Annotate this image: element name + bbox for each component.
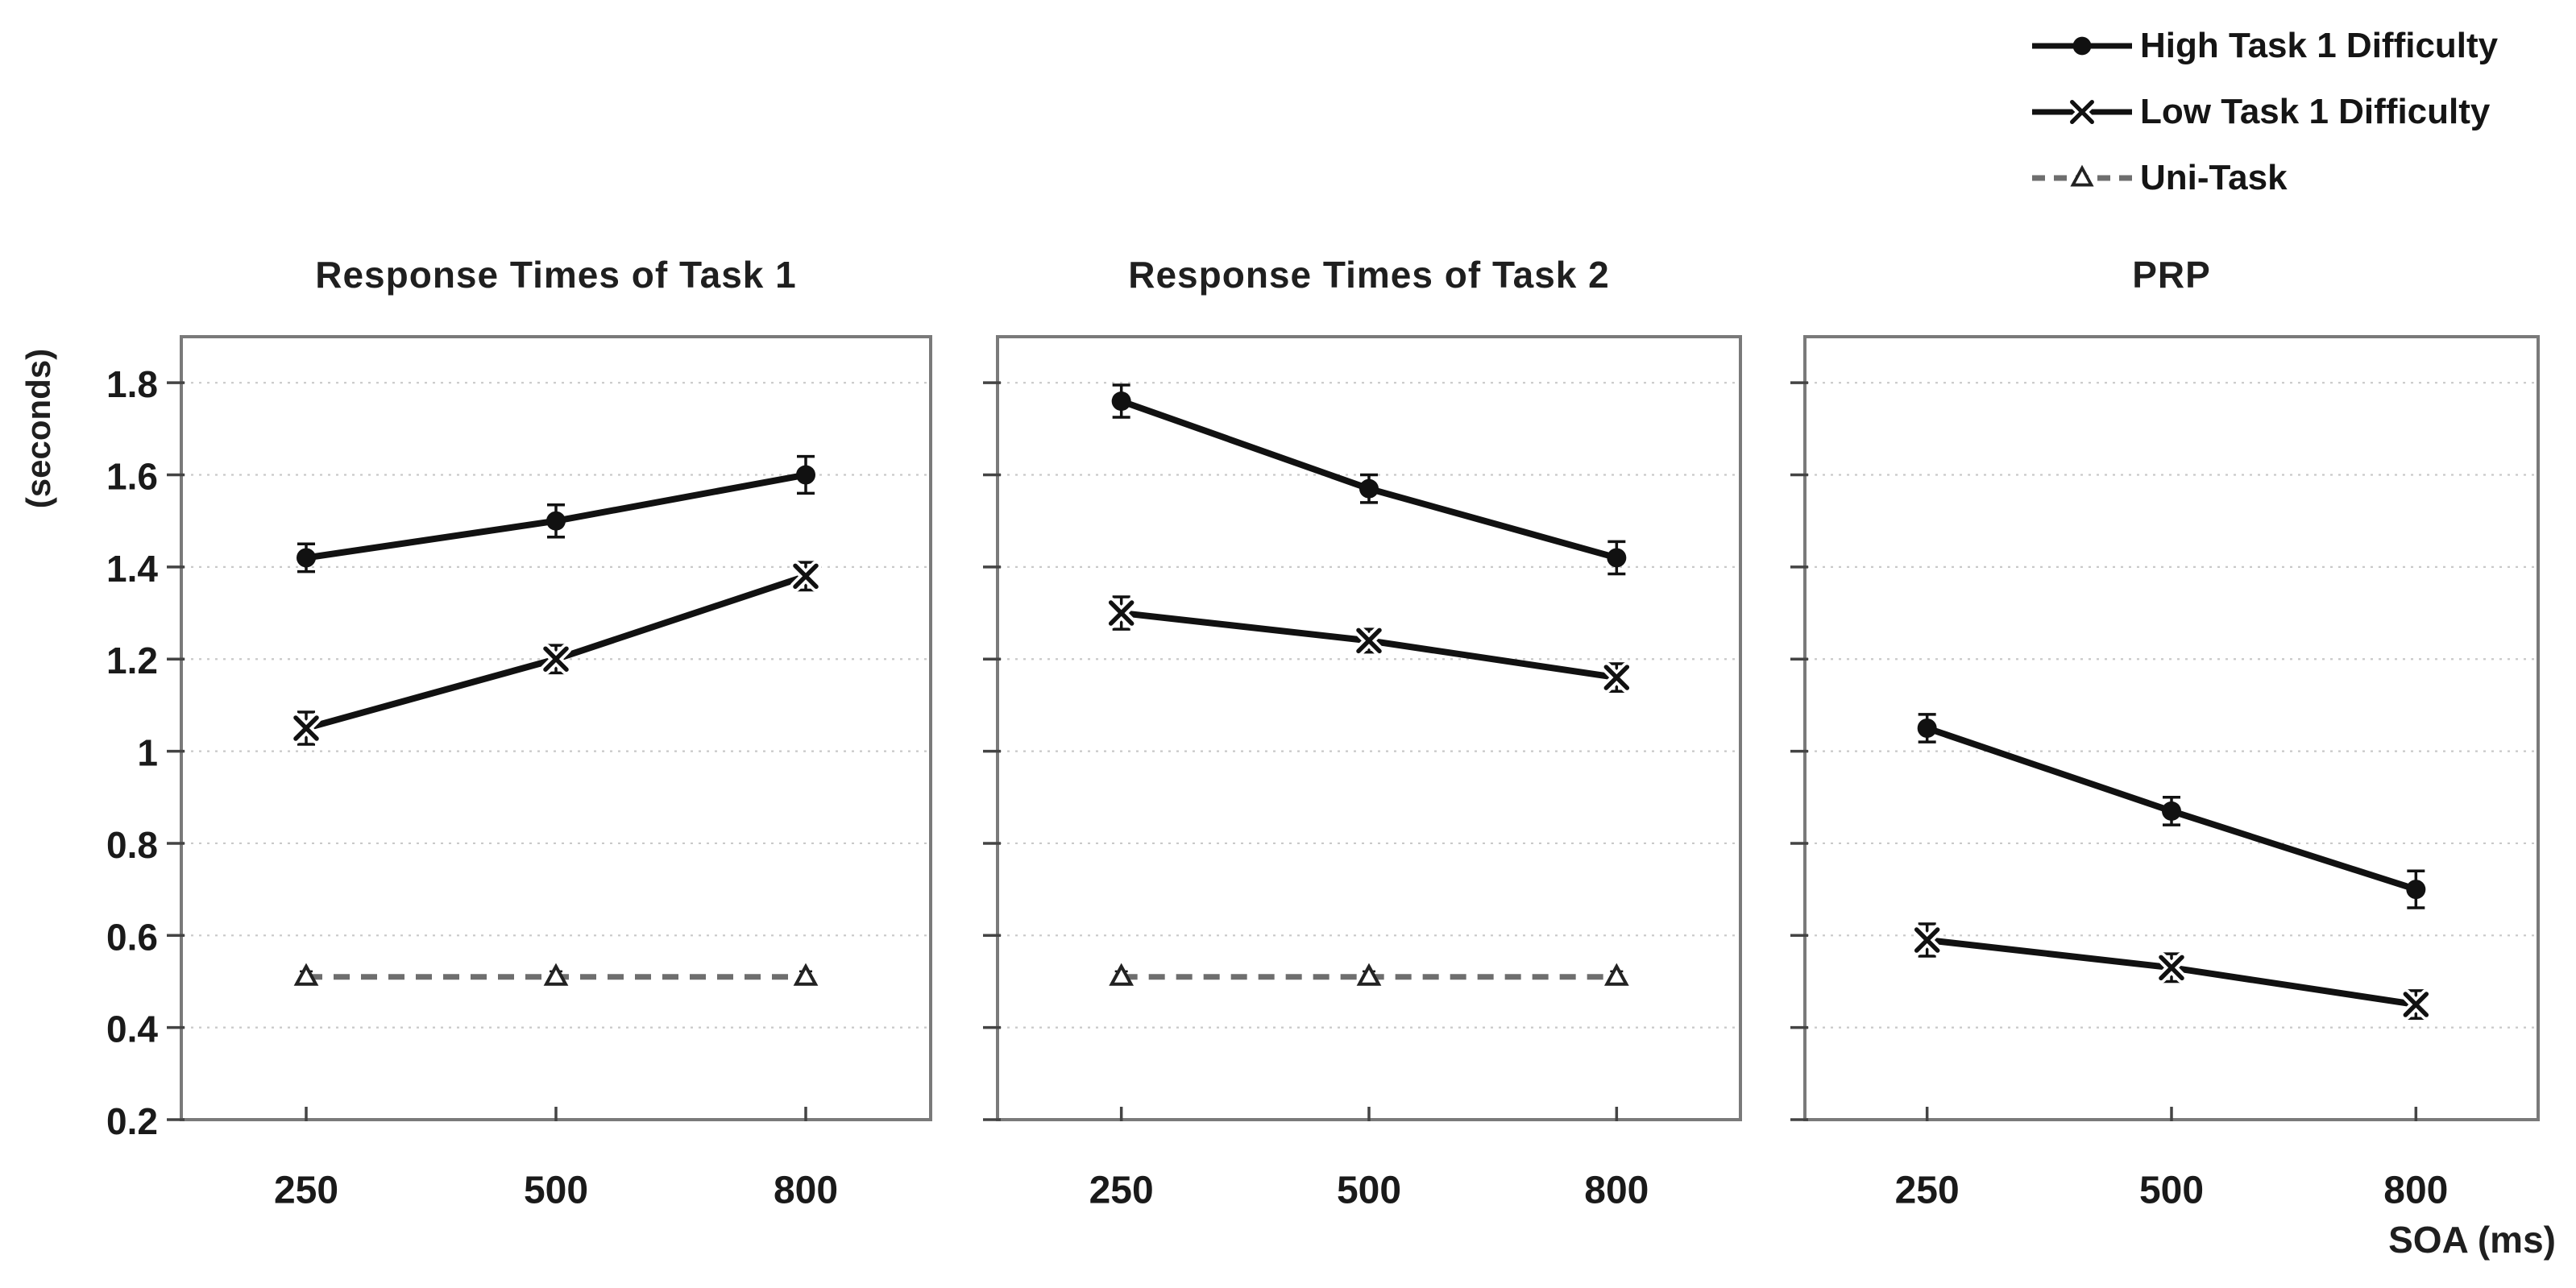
x-marker [2159, 955, 2184, 981]
panel-1: 250 500 800 [983, 335, 1742, 1212]
triangle-marker [1109, 963, 1135, 986]
circle-marker [1111, 391, 1131, 412]
y-tick-label: 1.6 [106, 456, 158, 498]
triangle-marker [2070, 164, 2094, 187]
x-marker [793, 563, 819, 590]
y-tick-label: 0.8 [106, 824, 158, 866]
circle-marker [1917, 719, 1937, 738]
circle-marker [2406, 880, 2426, 900]
x-marker [1356, 627, 1382, 654]
solid-line-x-marker-icon [2032, 97, 2132, 127]
x-tick-label: 500 [2139, 1170, 2204, 1212]
legend-item-low-task1-difficulty: Low Task 1 Difficulty [2029, 79, 2498, 145]
series-x [1911, 922, 2432, 1021]
panel-title-prp: PRP [2132, 254, 2211, 296]
panel-title-task2: Response Times of Task 2 [1128, 254, 1610, 296]
triangle-marker [1356, 963, 1382, 986]
series-circle [1111, 383, 1627, 576]
x-marker [2403, 992, 2429, 1017]
x-tick-label: 250 [274, 1170, 338, 1212]
series-x [290, 560, 822, 746]
legend: High Task 1 Difficulty Low Task 1 Diffic… [2029, 13, 2498, 211]
panel-0: 250 500 800 0.2 0.4 0.6 0.8 1 1.2 1.4 1.6 1.8 [106, 335, 932, 1212]
solid-line-filled-circle-icon [2032, 36, 2132, 56]
legend-label: Uni-Task [2140, 158, 2288, 197]
circle-marker [2072, 36, 2092, 56]
legend-item-uni-task: Uni-Task [2029, 145, 2498, 211]
circle-marker [796, 465, 815, 485]
panel-2: 250 500 800 [1790, 335, 2540, 1212]
circle-marker [1607, 548, 1627, 568]
x-tick-label: 800 [1584, 1170, 1649, 1212]
y-tick-label: 1.8 [106, 363, 158, 405]
dashed-line-open-triangle-icon [2032, 164, 2132, 187]
x-tick-label: 500 [1337, 1170, 1401, 1212]
triangle-marker [1603, 963, 1629, 986]
circle-marker [1359, 478, 1379, 499]
x-marker [543, 646, 569, 672]
y-tick-label: 1.2 [106, 640, 158, 681]
circle-marker [2162, 801, 2181, 821]
x-axis-label: SOA (ms) [2388, 1219, 2556, 1261]
legend-label: High Task 1 Difficulty [2140, 26, 2499, 65]
y-tick-label: 0.4 [106, 1008, 158, 1050]
x-tick-label: 250 [1895, 1170, 1960, 1212]
series-circle [1917, 713, 2426, 909]
triangle-marker [293, 963, 319, 986]
circle-marker [546, 511, 566, 531]
legend-label: Low Task 1 Difficulty [2140, 92, 2491, 131]
x-tick-label: 800 [2383, 1170, 2448, 1212]
series-triangle [293, 963, 819, 986]
x-marker [1914, 927, 1940, 953]
x-marker [293, 715, 319, 741]
x-tick-label: 800 [774, 1170, 838, 1212]
x-tick-label: 500 [524, 1170, 588, 1212]
series-circle [297, 454, 815, 574]
x-marker [1108, 600, 1135, 626]
x-marker [1603, 665, 1630, 690]
y-tick-label: 0.2 [106, 1100, 158, 1142]
circle-marker [297, 548, 316, 568]
series-triangle [1109, 963, 1629, 986]
triangle-marker [543, 963, 569, 986]
y-axis-unit-label: (seconds) [19, 348, 57, 509]
triangle-marker [793, 963, 819, 986]
panel-title-task1: Response Times of Task 1 [315, 254, 797, 296]
series-x [1105, 595, 1632, 694]
x-tick-label: 250 [1089, 1170, 1154, 1212]
y-tick-label: 1.4 [106, 548, 158, 590]
legend-item-high-task1-difficulty: High Task 1 Difficulty [2029, 13, 2498, 79]
y-tick-label: 1 [137, 732, 158, 774]
x-marker [2070, 100, 2094, 124]
y-tick-label: 0.6 [106, 916, 158, 958]
